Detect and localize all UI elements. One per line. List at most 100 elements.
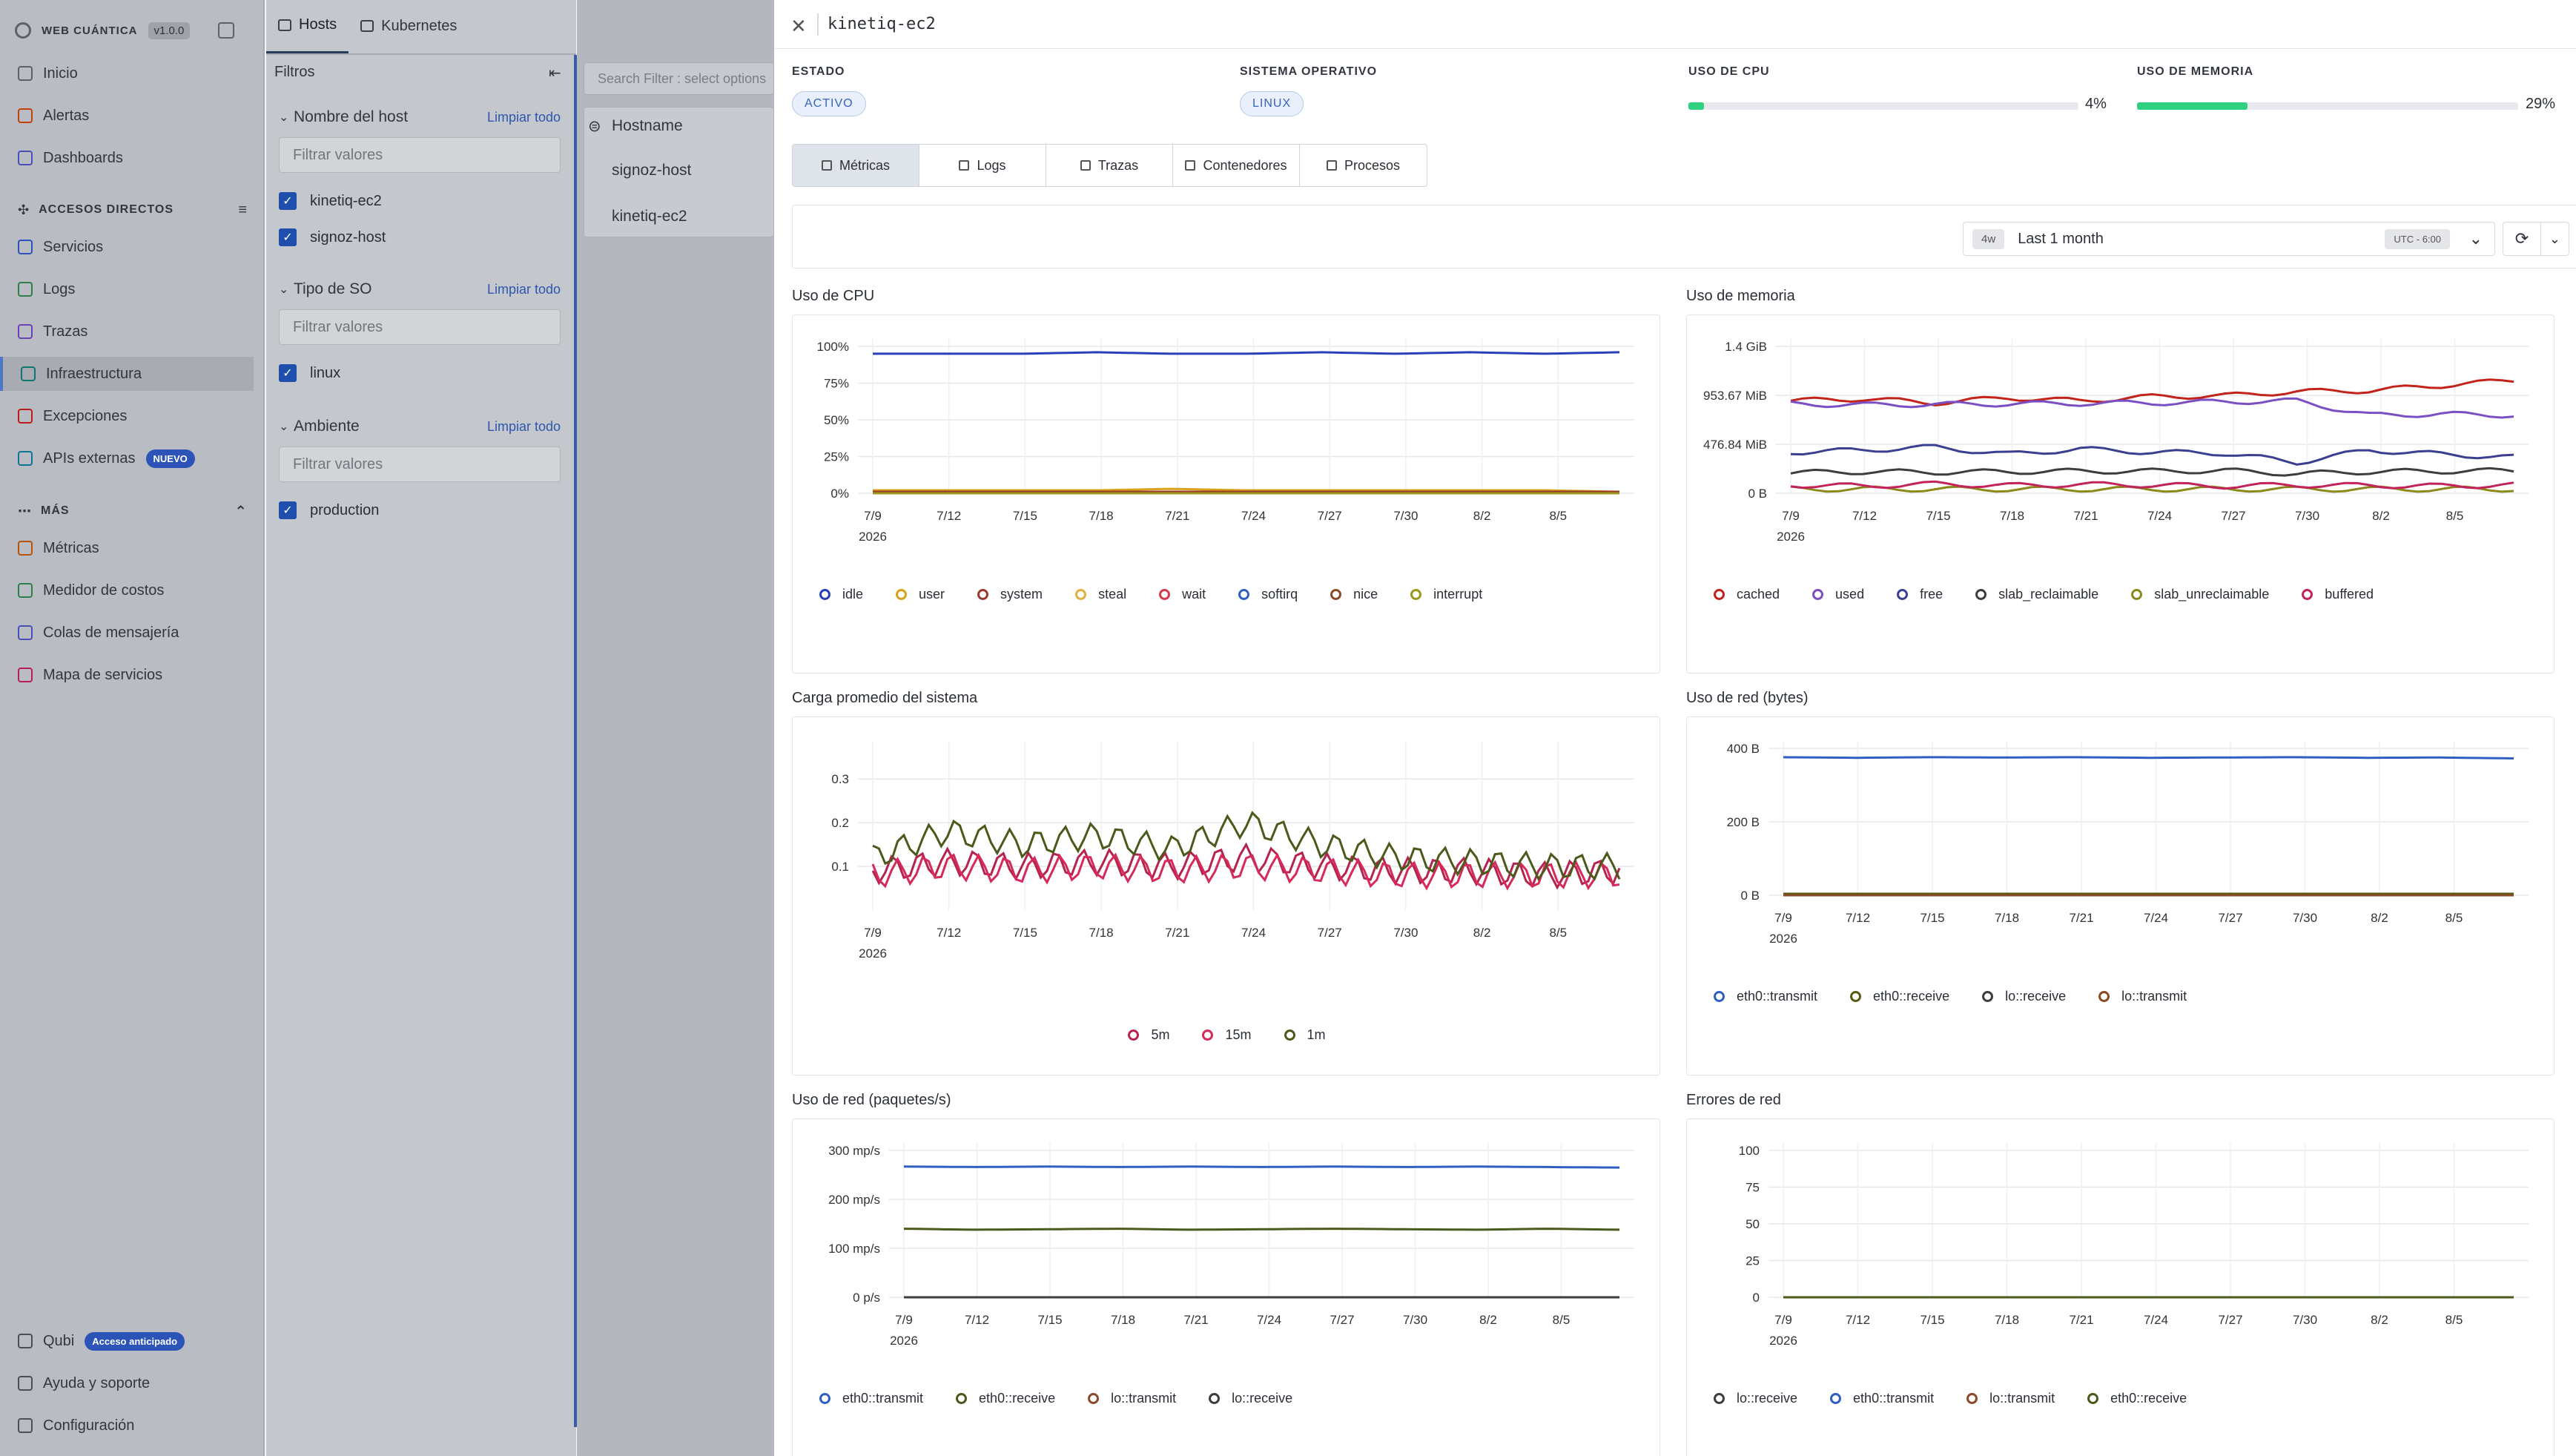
sidebar-item-dashboards[interactable]: Dashboards bbox=[0, 141, 265, 175]
filter-group-nombre-del-host[interactable]: ⌄ Nombre del host Limpiar todo bbox=[279, 106, 561, 128]
cpu-progress-fill bbox=[1688, 102, 1705, 110]
legend-item[interactable]: system bbox=[977, 587, 1043, 602]
filter-option[interactable]: ✓ kinetiq-ec2 bbox=[279, 190, 382, 212]
sidebar-item-trazas[interactable]: Trazas bbox=[0, 314, 265, 349]
clear-all-link[interactable]: Limpiar todo bbox=[486, 109, 561, 125]
tab-contenedores[interactable]: Contenedores bbox=[1173, 145, 1300, 186]
panel-divider[interactable] bbox=[574, 55, 577, 1427]
legend-dot-icon bbox=[977, 589, 989, 600]
table-row[interactable]: kinetiq-ec2 bbox=[612, 208, 687, 225]
checkbox-checked-icon[interactable]: ✓ bbox=[279, 501, 297, 519]
tab-kubernetes[interactable]: Kubernetes bbox=[349, 0, 469, 53]
filter-option[interactable]: ✓ production bbox=[279, 499, 379, 521]
legend-item[interactable]: lo::receive bbox=[1982, 989, 2066, 1004]
hosts-search-input[interactable]: Search Filter : select options bbox=[584, 62, 774, 95]
legend-item[interactable]: eth0::receive bbox=[1850, 989, 1949, 1004]
legend-item[interactable]: lo::transmit bbox=[2098, 989, 2187, 1004]
legend-item[interactable]: free bbox=[1897, 587, 1943, 602]
legend-item[interactable]: lo::receive bbox=[1209, 1391, 1292, 1406]
tab-metricas[interactable]: Métricas bbox=[793, 145, 919, 186]
sidebar-item-logs[interactable]: Logs bbox=[0, 272, 265, 306]
filter-values-input[interactable]: Filtrar valores bbox=[279, 137, 561, 173]
x-tick-label: 7/24 bbox=[1241, 926, 1266, 940]
legend-item[interactable]: nice bbox=[1330, 587, 1378, 602]
legend-item[interactable]: wait bbox=[1159, 587, 1206, 602]
collapse-filters-icon[interactable]: ⇤ bbox=[549, 65, 561, 82]
legend-item[interactable]: 1m bbox=[1284, 1027, 1326, 1043]
x-tick-label: 7/15 bbox=[1926, 509, 1950, 523]
legend-item[interactable]: 15m bbox=[1202, 1027, 1252, 1043]
legend-dot-icon bbox=[1202, 1030, 1214, 1041]
sidebar-item-colas-de-mensajeria[interactable]: Colas de mensajería bbox=[0, 616, 265, 650]
bug-icon bbox=[18, 409, 33, 424]
legend-dot-icon bbox=[1812, 589, 1824, 600]
checkbox-checked-icon[interactable]: ✓ bbox=[279, 364, 297, 382]
x-tick-label: 7/15 bbox=[1920, 1313, 1944, 1327]
legend-item[interactable]: 5m bbox=[1128, 1027, 1169, 1043]
legend-item[interactable]: interrupt bbox=[1410, 587, 1482, 602]
clear-all-link[interactable]: Limpiar todo bbox=[486, 281, 561, 297]
table-row[interactable]: signoz-host bbox=[612, 162, 692, 179]
hosts-icon bbox=[278, 19, 291, 31]
sidebar-item-excepciones[interactable]: Excepciones bbox=[0, 399, 265, 433]
metrics-icon bbox=[18, 541, 33, 556]
sidebar-item-metricas[interactable]: Métricas bbox=[0, 531, 265, 565]
sidebar-item-ayuda-y-soporte[interactable]: Ayuda y soporte bbox=[0, 1366, 265, 1400]
legend-item[interactable]: eth0::receive bbox=[956, 1391, 1055, 1406]
tab-hosts[interactable]: Hosts bbox=[266, 0, 349, 53]
tab-procesos[interactable]: Procesos bbox=[1300, 145, 1427, 186]
legend-item[interactable]: lo::transmit bbox=[1088, 1391, 1176, 1406]
checkbox-checked-icon[interactable]: ✓ bbox=[279, 192, 297, 210]
chevron-down-icon[interactable]: ⌄ bbox=[2468, 229, 2483, 248]
sidebar-item-medidor-de-costos[interactable]: Medidor de costos bbox=[0, 573, 265, 607]
legend-item[interactable]: slab_reclaimable bbox=[1975, 587, 2098, 602]
filter-option[interactable]: ✓ signoz-host bbox=[279, 226, 386, 248]
legend-item[interactable]: eth0::receive bbox=[2087, 1391, 2187, 1406]
legend-item[interactable]: eth0::transmit bbox=[1830, 1391, 1934, 1406]
sidebar-item-qubi[interactable]: Qubi Acceso anticipado bbox=[0, 1324, 265, 1358]
legend-item[interactable]: lo::receive bbox=[1714, 1391, 1797, 1406]
filter-group-ambiente[interactable]: ⌄ Ambiente Limpiar todo bbox=[279, 415, 561, 438]
x-year-label: 2026 bbox=[1769, 1334, 1797, 1348]
legend-item[interactable]: lo::transmit bbox=[1966, 1391, 2055, 1406]
sidebar-item-servicios[interactable]: Servicios bbox=[0, 230, 265, 264]
legend-item[interactable]: cached bbox=[1714, 587, 1780, 602]
sidebar-item-configuracion[interactable]: Configuración bbox=[0, 1409, 265, 1443]
y-tick-label: 200 B bbox=[1727, 815, 1760, 829]
clear-all-link[interactable]: Limpiar todo bbox=[486, 418, 561, 434]
legend-item[interactable]: eth0::transmit bbox=[1714, 989, 1817, 1004]
close-icon[interactable]: ✕ bbox=[790, 15, 807, 37]
sidebar-item-apis-externas[interactable]: APIs externas NUEVO bbox=[0, 441, 265, 475]
tab-trazas[interactable]: Trazas bbox=[1046, 145, 1173, 186]
refresh-options-icon[interactable]: ⌄ bbox=[2549, 231, 2560, 246]
legend-item[interactable]: slab_unreclaimable bbox=[2131, 587, 2269, 602]
sidebar-item-alertas[interactable]: Alertas bbox=[0, 99, 265, 133]
filter-values-input[interactable]: Filtrar valores bbox=[279, 447, 561, 482]
filter-option[interactable]: ✓ linux bbox=[279, 362, 340, 384]
refresh-icon[interactable]: ⟳ bbox=[2503, 223, 2541, 255]
reorder-icon[interactable]: ≡ bbox=[238, 201, 248, 218]
checkbox-checked-icon[interactable]: ✓ bbox=[279, 228, 297, 246]
filter-values-input[interactable]: Filtrar valores bbox=[279, 309, 561, 345]
filter-group-tipo-de-so[interactable]: ⌄ Tipo de SO Limpiar todo bbox=[279, 278, 561, 300]
chevron-up-icon[interactable]: ⌃ bbox=[234, 503, 248, 520]
legend-item[interactable]: used bbox=[1812, 587, 1864, 602]
sidebar-item-inicio[interactable]: Inicio bbox=[0, 56, 265, 90]
sidebar-item-infraestructura[interactable]: Infraestructura bbox=[0, 357, 254, 391]
legend-item[interactable]: buffered bbox=[2302, 587, 2374, 602]
legend-item[interactable]: steal bbox=[1075, 587, 1126, 602]
sidebar-item-label: Ayuda y soporte bbox=[43, 1374, 151, 1391]
more-header[interactable]: ⋯ MÁS ⌃ bbox=[18, 500, 248, 522]
sidebar-collapse-icon[interactable] bbox=[218, 22, 235, 39]
legend-item[interactable]: idle bbox=[819, 587, 863, 602]
legend-item[interactable]: user bbox=[896, 587, 945, 602]
legend-item[interactable]: softirq bbox=[1238, 587, 1298, 602]
sidebar-item-mapa-de-servicios[interactable]: Mapa de servicios bbox=[0, 658, 265, 692]
api-icon bbox=[18, 451, 33, 466]
tab-logs[interactable]: Logs bbox=[919, 145, 1046, 186]
filter-group-title: Ambiente bbox=[294, 418, 360, 435]
x-tick-label: 7/9 bbox=[1782, 509, 1800, 523]
time-range-picker[interactable]: 4w Last 1 month UTC - 6:00 ⌄ bbox=[1963, 222, 2495, 256]
legend-item[interactable]: eth0::transmit bbox=[819, 1391, 923, 1406]
legend-label: 15m bbox=[1225, 1027, 1252, 1042]
